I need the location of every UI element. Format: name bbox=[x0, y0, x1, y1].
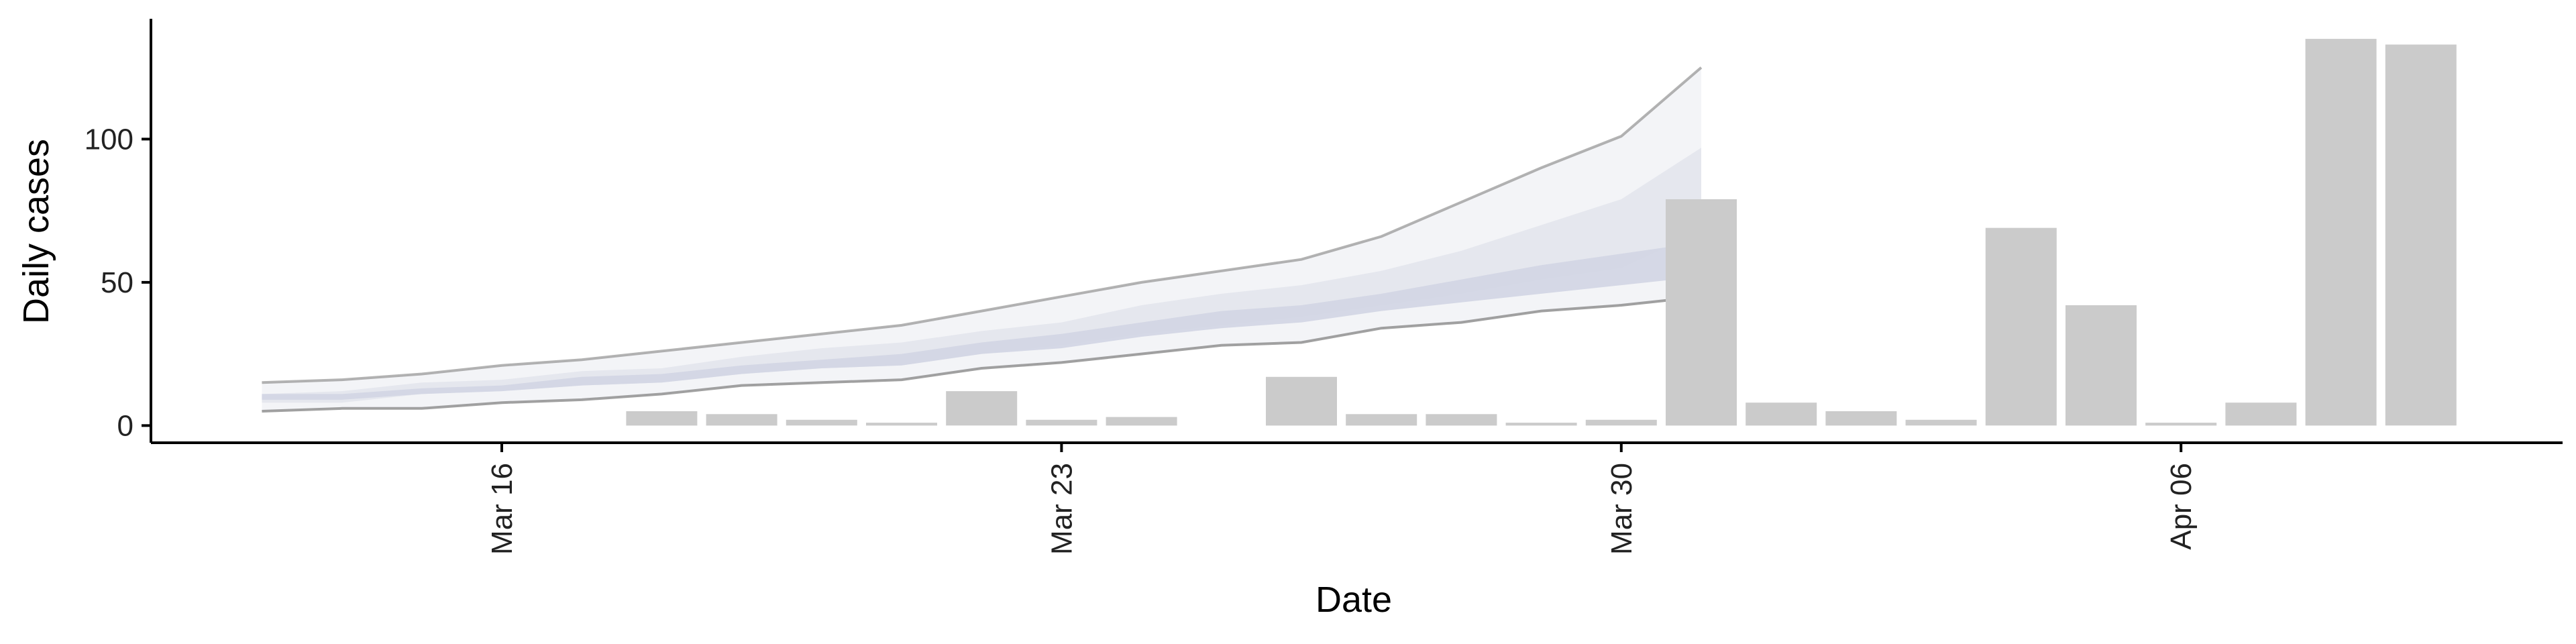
axis-layer bbox=[150, 19, 2563, 444]
bar bbox=[1346, 414, 1417, 426]
bar bbox=[1585, 419, 1657, 426]
bar-layer bbox=[626, 38, 2457, 426]
bar bbox=[1825, 411, 1897, 426]
forecast-lower-line bbox=[262, 295, 1702, 413]
y-tick-label: 50 bbox=[101, 266, 133, 299]
x-axis-title: Date bbox=[1316, 580, 1392, 620]
bar bbox=[1026, 419, 1097, 426]
bar bbox=[626, 411, 698, 426]
x-tick-label: Mar 30 bbox=[1605, 463, 1638, 555]
bar bbox=[866, 423, 937, 426]
forecast-outer-band bbox=[262, 67, 1702, 412]
y-tick-label: 100 bbox=[85, 123, 133, 156]
bar bbox=[1266, 376, 1337, 426]
bar bbox=[2385, 44, 2457, 426]
bar bbox=[1666, 199, 1737, 426]
bar bbox=[2225, 402, 2297, 426]
x-tick-label: Mar 16 bbox=[486, 463, 519, 555]
bar bbox=[1905, 419, 1977, 426]
tick-layer: 0 50 100 Mar 16 Mar 23 Mar 30 Apr 06 bbox=[85, 123, 2198, 555]
bar bbox=[946, 391, 1018, 426]
bar bbox=[2305, 38, 2377, 426]
bar bbox=[1985, 227, 2057, 426]
bar bbox=[2065, 305, 2137, 426]
y-axis-title: Daily cases bbox=[16, 139, 56, 324]
bar bbox=[786, 419, 857, 426]
x-tick-label: Mar 23 bbox=[1045, 463, 1078, 555]
bar bbox=[1426, 414, 1497, 426]
bar bbox=[1505, 423, 1577, 426]
x-tick-label: Apr 06 bbox=[2165, 463, 2198, 550]
forecast-band-layer bbox=[262, 66, 1703, 413]
bar bbox=[2145, 423, 2217, 426]
bar bbox=[1106, 417, 1177, 426]
bar bbox=[706, 414, 777, 426]
y-tick-label: 0 bbox=[117, 409, 133, 442]
forecast-upper-line bbox=[262, 66, 1703, 384]
bar bbox=[1746, 402, 1817, 426]
